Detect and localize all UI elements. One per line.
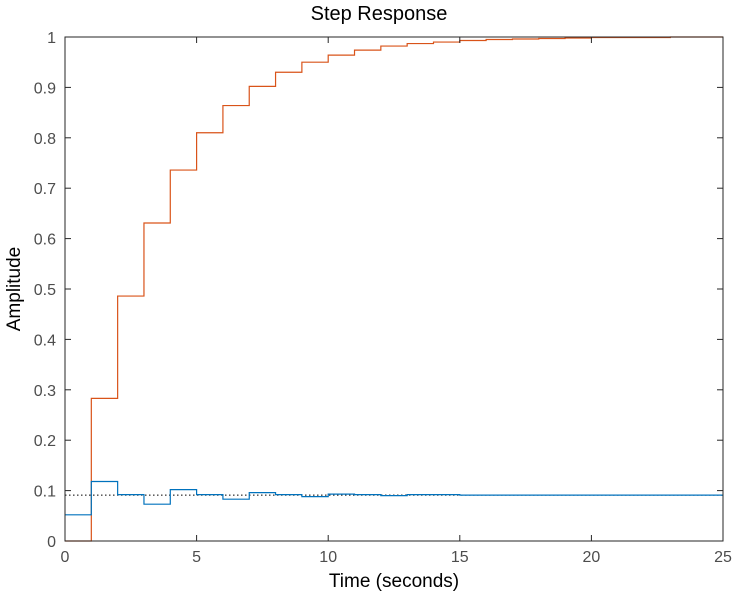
- x-tick-label: 10: [319, 549, 337, 566]
- series-line-2: [65, 480, 723, 516]
- series-line-1: [65, 36, 723, 542]
- x-tick-label: 5: [192, 549, 201, 566]
- x-axis-title: Time (seconds): [329, 571, 459, 592]
- y-tick-label: 0.5: [34, 282, 56, 299]
- y-tick-label: 0: [47, 534, 56, 551]
- y-tick-label: 0.4: [34, 332, 56, 349]
- y-tick-label: 0.1: [34, 484, 56, 501]
- y-tick-label: 0.2: [34, 433, 56, 450]
- plot-area: [65, 37, 723, 541]
- x-tick-label: 20: [583, 549, 601, 566]
- x-tick-label: 25: [714, 549, 732, 566]
- y-tick-label: 0.7: [34, 181, 56, 198]
- x-tick-label: 0: [61, 549, 70, 566]
- y-tick-label: 0.6: [34, 232, 56, 249]
- y-tick-label: 0.3: [34, 383, 56, 400]
- chart-title: Step Response: [311, 3, 448, 25]
- y-tick-label: 0.8: [34, 131, 56, 148]
- plot-frame: [64, 36, 724, 542]
- y-axis-title: Amplitude: [4, 247, 25, 332]
- y-tick-label: 0.9: [34, 80, 56, 97]
- x-tick-label: 15: [451, 549, 469, 566]
- y-tick-label: 1: [47, 30, 56, 47]
